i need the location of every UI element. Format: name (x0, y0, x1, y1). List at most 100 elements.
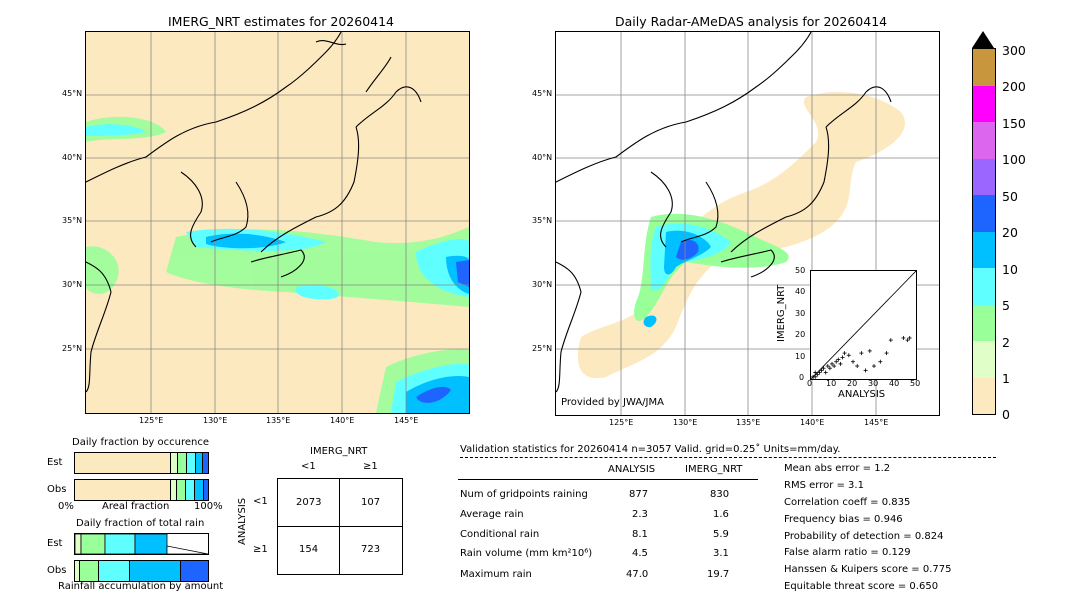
scatter-point (813, 374, 818, 379)
stat-label-1: Average rain (460, 509, 524, 520)
scatter-point (827, 366, 832, 371)
left-map-title: IMERG_NRT estimates for 20260414 (168, 14, 395, 29)
scatter-point (905, 338, 910, 343)
total-bar-obs (74, 560, 209, 582)
scatter-point (825, 364, 830, 369)
contingency-table: 2073 107 154 723 (277, 478, 403, 575)
stat-imerg-2: 5.9 (713, 529, 729, 540)
right-lat-45: 45°N (532, 89, 553, 98)
colorbar-segment (973, 195, 995, 232)
scatter-point (907, 335, 912, 340)
scatter-point (867, 348, 872, 353)
scatter-ylabel: IMERG_NRT (776, 284, 787, 342)
right-map-rain-field (556, 32, 939, 415)
total-title: Daily fraction of total rain (76, 518, 205, 529)
colorbar-segment (973, 122, 995, 159)
left-lon-145: 145°E (394, 416, 419, 425)
contingency-col-lt1: <1 (301, 461, 316, 472)
scatter-xlabel: ANALYSIS (838, 389, 886, 400)
scatter-point (834, 359, 839, 364)
left-map-coastline (86, 32, 422, 393)
left-map-grid (86, 32, 469, 413)
cbar-label-2: 2 (1002, 335, 1010, 350)
scatter-xtick-40: 40 (889, 379, 900, 388)
right-lon-130: 130°E (673, 418, 698, 427)
colorbar-segment (973, 341, 995, 378)
scatter-xtick-10: 10 (826, 379, 837, 388)
left-lon-135: 135°E (266, 416, 291, 425)
contingency-col-title: IMERG_NRT (310, 446, 368, 457)
contingency-cell-00: 2073 (296, 497, 322, 508)
left-lat-45: 45°N (62, 89, 83, 98)
left-lat-25: 25°N (62, 344, 83, 353)
total-axis-label: Rainfall accumulation by amount (58, 581, 224, 592)
occ-axis-left: 0% (58, 501, 74, 512)
scatter-point (872, 364, 876, 369)
cbar-label-0: 0 (1002, 407, 1010, 422)
scatter-point (832, 364, 837, 369)
scatter-xtick-0: 0 (807, 379, 813, 388)
stat-imerg-3: 3.1 (713, 548, 729, 559)
scatter-svg (811, 271, 916, 379)
total-bar-est (74, 533, 209, 555)
right-lon-140: 140°E (800, 418, 825, 427)
total-row-obs: Obs (47, 565, 67, 576)
scatter-point (863, 368, 868, 373)
scatter-point (840, 355, 845, 360)
colorbar-segment (973, 158, 995, 195)
scatter-point (813, 370, 818, 375)
right-lat-25: 25°N (532, 344, 553, 353)
occ-bar-obs (74, 479, 209, 501)
scatter-point (842, 351, 847, 356)
cbar-label-100: 100 (1002, 152, 1026, 167)
scatter-ytick-10: 10 (795, 352, 806, 361)
cbar-label-5: 5 (1002, 298, 1010, 313)
stat-label-2: Conditional rain (460, 529, 540, 540)
right-map-coastline (556, 32, 892, 393)
stat-analysis-0: 877 (629, 489, 649, 500)
cbar-label-1: 1 (1002, 371, 1010, 386)
contingency-row-ge1: ≥1 (253, 544, 268, 555)
occ-axis-mid: Areal fraction (102, 501, 170, 512)
occ-axis-right: 100% (194, 501, 223, 512)
scatter-point (838, 361, 843, 366)
colorbar-extend-arrow (972, 31, 994, 48)
stat-analysis-3: 4.5 (632, 548, 648, 559)
colorbar-segment (973, 85, 995, 122)
contingency-cell-01: 107 (361, 497, 381, 508)
scatter-xtick-20: 20 (847, 379, 858, 388)
cbar-label-300: 300 (1002, 43, 1026, 58)
scatter-point (819, 368, 824, 373)
scatter-point (851, 359, 855, 364)
occ-title: Daily fraction by occurence (72, 437, 210, 448)
scatter-point (888, 338, 893, 343)
scatter-point (859, 351, 864, 356)
left-lat-30: 30°N (62, 280, 83, 289)
scatter-identity-line (811, 271, 916, 379)
stat-analysis-1: 2.3 (632, 509, 648, 520)
right-lat-40: 40°N (532, 153, 553, 162)
score-3: Frequency bias = 0.946 (784, 514, 903, 525)
data-credit: Provided by JWA/JMA (561, 397, 664, 408)
cbar-label-150: 150 (1002, 116, 1026, 131)
left-map (85, 31, 470, 414)
right-lon-125: 125°E (609, 418, 634, 427)
left-lon-140: 140°E (330, 416, 355, 425)
colorbar-segment (973, 268, 995, 305)
scatter-point (830, 361, 834, 366)
contingency-col-ge1: ≥1 (363, 461, 378, 472)
stat-label-0: Num of gridpoints raining (460, 489, 588, 500)
right-map-grid (556, 32, 939, 415)
scatter-point (821, 366, 826, 371)
scatter-plot (810, 270, 917, 380)
cbar-label-20: 20 (1002, 225, 1018, 240)
scatter-point (815, 372, 820, 377)
validation-table-rule (458, 479, 758, 480)
validation-header: Validation statistics for 20260414 n=305… (460, 444, 841, 455)
score-4: Probability of detection = 0.824 (784, 531, 944, 542)
stat-label-3: Rain volume (mm km²10⁶) (460, 548, 593, 559)
validation-col-imerg: IMERG_NRT (685, 464, 743, 475)
occ-bar-est (74, 452, 209, 474)
cbar-label-10: 10 (1002, 262, 1018, 277)
scatter-ytick-30: 30 (795, 309, 806, 318)
